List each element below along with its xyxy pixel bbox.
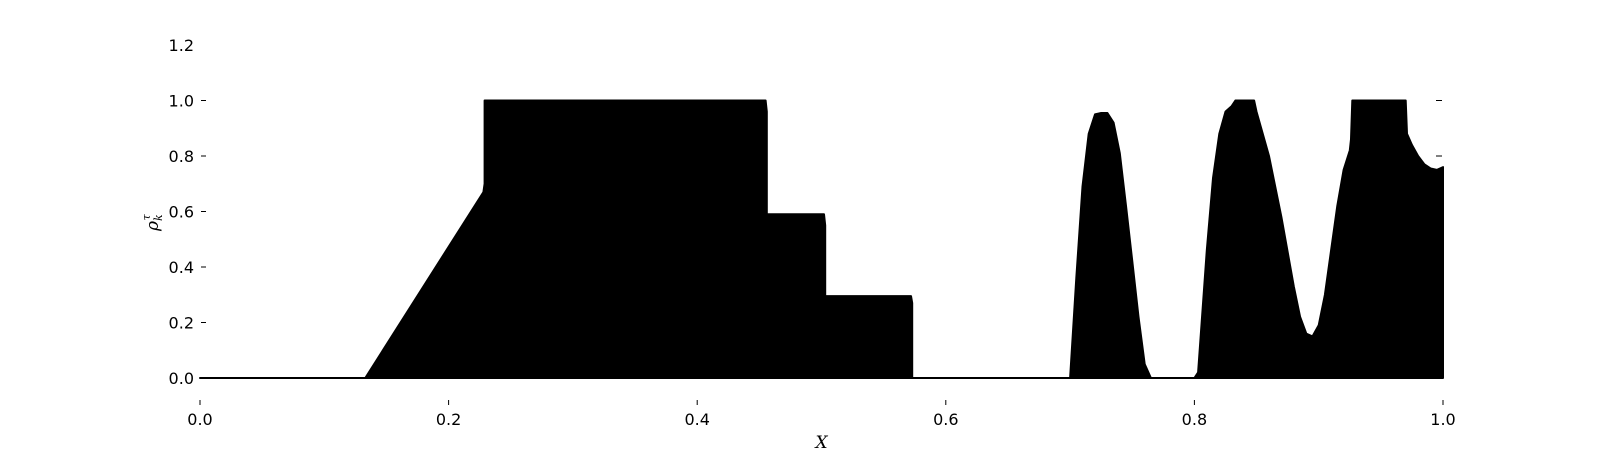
y-axis-label-main: ρ (143, 221, 163, 232)
y-tick-label-2: 0.4 (169, 258, 194, 277)
y-axis-label-subscript: k (152, 214, 165, 221)
area-series-0 (199, 99, 1444, 379)
y-tick-label-5: 1.0 (169, 92, 194, 111)
y-tick-label-0: 0.0 (169, 369, 194, 388)
y-tick-label-3: 0.6 (169, 203, 194, 222)
area-layer (199, 99, 1444, 379)
y-tick-label-4: 0.8 (169, 147, 194, 166)
x-tick-label-2: 0.4 (684, 410, 709, 429)
x-axis-label: X (813, 433, 828, 450)
y-axis-label: ρkτ (140, 213, 165, 232)
x-tick-label-4: 0.8 (1182, 410, 1207, 429)
tick-layer: 0.0 0.2 0.4 0.6 0.8 1.0 0.0 0.2 0.4 0.6 0.8 1.0 1.2 (169, 36, 1456, 429)
x-tick-label-1: 0.2 (436, 410, 461, 429)
x-tick-label-0: 0.0 (187, 410, 212, 429)
x-tick-label-5: 1.0 (1430, 410, 1455, 429)
y-axis-label-superscript: τ (140, 213, 153, 220)
y-tick-label-1: 0.2 (169, 314, 194, 333)
y-tick-label-6: 1.2 (169, 36, 194, 55)
x-tick-label-3: 0.6 (933, 410, 958, 429)
